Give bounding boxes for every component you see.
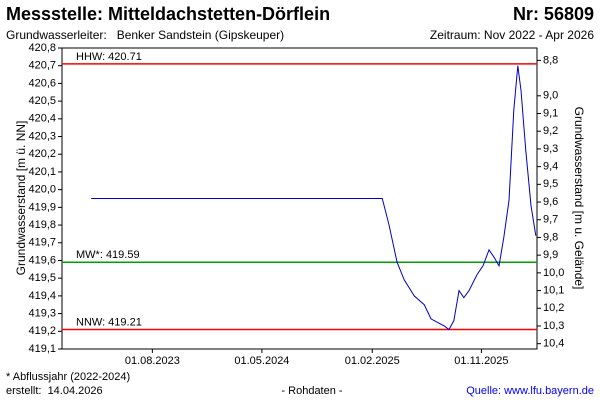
y2-tick-label: 10,0 (543, 267, 564, 279)
y2-tick-label: 10,2 (543, 302, 564, 314)
y2-tick-label: 9,8 (543, 231, 558, 243)
y-tick-label: 420,2 (28, 148, 56, 160)
y-tick-label: 420,6 (28, 77, 56, 89)
y2-tick-label: 9,6 (543, 196, 558, 208)
plot-frame (61, 47, 538, 350)
y2-tick-label: 9,2 (543, 125, 558, 137)
x-tick-label: 01.02.2025 (345, 355, 400, 367)
y2-tick-label: 9,9 (543, 249, 558, 261)
x-tick-label: 01.11.2025 (454, 355, 508, 367)
y2-tick-label: 8,8 (543, 54, 558, 66)
y-tick-label: 419,4 (28, 290, 56, 302)
y-tick-label: 419,7 (28, 237, 56, 249)
y2-tick-label: 9,0 (543, 90, 558, 102)
y2-tick-label: 10,4 (543, 338, 564, 350)
station-number: Nr: 56809 (513, 4, 594, 24)
y2-tick-label: 9,7 (543, 214, 558, 226)
y2-axis-label: Grundwasserstand [m u. Gelände] (572, 107, 586, 290)
y-tick-label: 419,8 (28, 219, 56, 231)
created: erstellt: 14.04.2026 (6, 385, 103, 397)
y-tick-label: 420,8 (28, 42, 56, 54)
subtitle: Grundwasserleiter: Benker Sandstein (Gip… (6, 28, 284, 42)
data-line (91, 65, 537, 331)
y-tick-label: 419,2 (28, 325, 56, 337)
y-axis-label: Grundwasserstand [m ü. NN] (14, 121, 28, 276)
reference-label: HHW: 420.71 (76, 51, 142, 63)
y-tick-label: 420,0 (28, 184, 56, 196)
data-note: - Rohdaten - (281, 385, 342, 397)
y-tick-label: 420,4 (28, 113, 56, 125)
y-tick-label: 420,3 (28, 130, 56, 142)
y-tick-label: 419,1 (28, 343, 56, 355)
y-tick-label: 419,9 (28, 201, 56, 213)
footnote: * Abflussjahr (2022-2024) (6, 371, 130, 383)
x-tick-label: 01.08.2023 (125, 355, 180, 367)
reference-label: MW*: 419.59 (76, 249, 140, 261)
y-tick-label: 420,7 (28, 60, 56, 72)
y2-tick-label: 9,4 (543, 161, 558, 173)
y-tick-label: 419,3 (28, 307, 56, 319)
y2-tick-label: 10,3 (543, 320, 564, 332)
y-tick-label: 420,1 (28, 166, 56, 178)
y2-tick-label: 9,3 (543, 143, 558, 155)
y2-tick-label: 10,1 (543, 284, 564, 296)
reference-label: NNW: 419.21 (76, 316, 142, 328)
y2-tick-label: 9,1 (543, 107, 558, 119)
y2-tick-label: 9,5 (543, 178, 558, 190)
period: Zeitraum: Nov 2022 - Apr 2026 (430, 28, 594, 42)
source[interactable]: Quelle: www.lfu.bayern.de (466, 385, 594, 397)
y-tick-label: 420,5 (28, 95, 56, 107)
y-tick-label: 419,6 (28, 254, 56, 266)
chart-title: Messstelle: Mitteldachstetten-Dörflein (6, 4, 330, 24)
y-tick-label: 419,5 (28, 272, 56, 284)
x-tick-label: 01.05.2024 (234, 355, 289, 367)
